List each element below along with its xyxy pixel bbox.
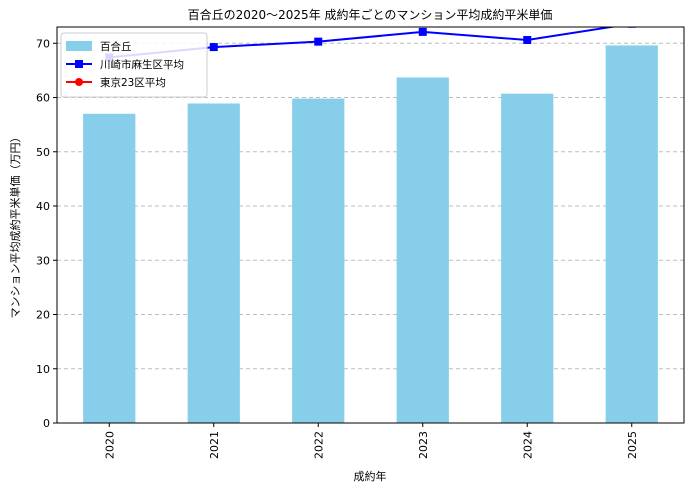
legend-label: 百合丘 — [100, 40, 132, 53]
y-tick-label: 50 — [36, 146, 50, 159]
legend-label: 川崎市麻生区平均 — [100, 58, 184, 71]
chart-title: 百合丘の2020〜2025年 成約年ごとのマンション平均成約平米単価 — [188, 7, 553, 22]
y-tick-label: 40 — [36, 200, 50, 213]
x-axis-label: 成約年 — [354, 469, 387, 483]
y-axis-label: マンション平均成約平米単価（万円） — [8, 132, 22, 319]
data-point — [209, 43, 218, 52]
y-tick-label: 70 — [36, 37, 50, 50]
bar — [396, 77, 449, 424]
x-tick-label: 2024 — [521, 431, 534, 459]
bar — [83, 113, 136, 423]
grid-lines — [57, 42, 684, 424]
x-axis-ticks: 2020 2021 2022 2023 2024 2025 — [103, 423, 639, 459]
legend-marker — [75, 60, 83, 68]
y-tick-label: 60 — [36, 92, 50, 105]
plot-frame — [56, 26, 685, 424]
legend-marker — [75, 78, 83, 86]
bar-series — [83, 45, 658, 424]
bar — [605, 45, 658, 423]
bar — [501, 93, 554, 423]
x-tick-label: 2020 — [103, 431, 116, 459]
y-tick-label: 10 — [36, 363, 50, 376]
y-tick-label: 30 — [36, 254, 50, 267]
x-tick-label: 2025 — [626, 431, 639, 459]
x-tick-label: 2021 — [208, 431, 221, 459]
legend-box — [60, 32, 208, 98]
bar — [187, 103, 240, 423]
y-axis-ticks: 0 10 20 30 40 50 60 70 — [36, 37, 57, 430]
data-point — [523, 36, 532, 45]
x-tick-label: 2023 — [417, 431, 430, 459]
x-tick-label: 2022 — [312, 431, 325, 459]
data-point — [314, 37, 323, 46]
legend-swatch — [66, 41, 92, 51]
data-point — [418, 27, 427, 36]
bar — [292, 98, 345, 424]
legend-label: 東京23区平均 — [100, 76, 166, 89]
y-tick-label: 20 — [36, 309, 50, 322]
y-tick-label: 0 — [43, 417, 50, 430]
